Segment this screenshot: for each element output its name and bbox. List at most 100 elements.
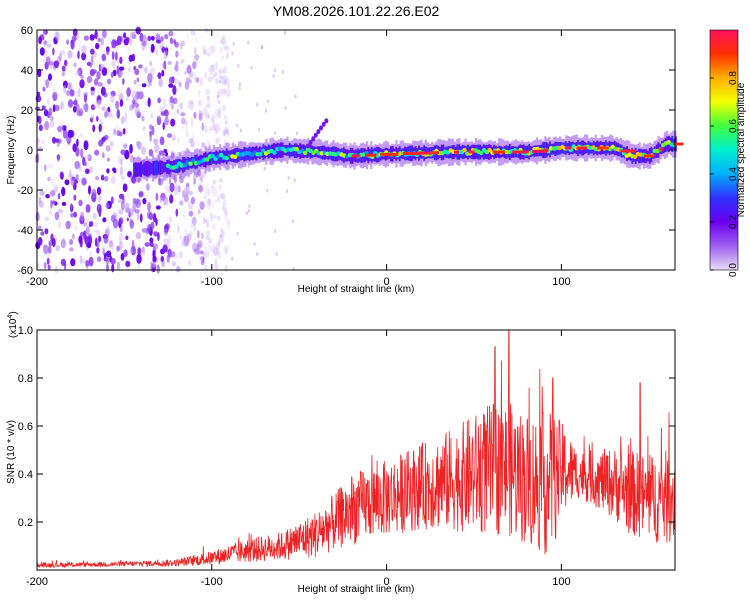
noise-blob [97, 37, 101, 42]
noise-blob [168, 76, 174, 85]
spectrogram-ylabel: Frequency (Hz) [6, 116, 17, 185]
noise-blob [96, 203, 102, 214]
noise-blob [142, 197, 147, 205]
ridge-streak [324, 118, 329, 124]
ridge-core [479, 150, 484, 156]
ridge-band [133, 162, 135, 178]
noise-blob [183, 193, 189, 203]
noise-blob [120, 42, 126, 47]
noise-blob [129, 143, 133, 154]
noise-blob [125, 260, 131, 268]
noise-blob [116, 35, 122, 46]
noise-blob [101, 106, 106, 111]
noise-blob [104, 175, 109, 182]
noise-blob [108, 37, 113, 44]
noise-blob [205, 229, 211, 239]
noise-blob [218, 184, 222, 189]
noise-blob [222, 198, 227, 207]
figure-title: YM08.2026.101.22.26.E02 [273, 3, 440, 19]
noise-blob [204, 49, 207, 55]
noise-blob [184, 185, 190, 195]
noise-speckle [238, 82, 242, 87]
noise-blob [137, 247, 142, 256]
noise-blob [213, 186, 219, 195]
noise-blob [81, 44, 87, 55]
noise-blob [175, 265, 181, 273]
ridge-peak [543, 148, 549, 152]
colorbar-tick-label: 0.8 [728, 71, 739, 85]
noise-blob [136, 77, 140, 82]
noise-blob [185, 32, 190, 38]
noise-blob [155, 205, 161, 210]
noise-blob [96, 95, 102, 105]
noise-blob [79, 79, 85, 89]
noise-blob [205, 104, 211, 108]
noise-blob [177, 185, 181, 193]
noise-blob [73, 211, 77, 218]
noise-blob [54, 104, 60, 112]
noise-blob [134, 102, 140, 108]
noise-blob [93, 78, 99, 86]
noise-blob [113, 168, 117, 174]
noise-blob [188, 190, 193, 196]
noise-blob [61, 71, 65, 77]
noise-blob [105, 202, 110, 210]
noise-blob [208, 237, 213, 244]
ridge-band [164, 162, 167, 173]
noise-blob [45, 78, 50, 89]
noise-blob [216, 215, 221, 221]
noise-blob [126, 217, 129, 222]
noise-blob [86, 242, 92, 249]
noise-blob [186, 132, 190, 139]
noise-blob [47, 97, 50, 106]
noise-blob [147, 202, 151, 212]
noise-blob [219, 39, 224, 45]
noise-blob [197, 99, 202, 105]
noise-blob [182, 190, 185, 198]
noise-blob [47, 245, 52, 254]
ridge-band [140, 161, 142, 177]
noise-blob [110, 257, 116, 265]
noise-blob [60, 101, 64, 111]
noise-blob [153, 231, 158, 237]
noise-blob [85, 168, 90, 174]
noise-blob [190, 30, 196, 36]
noise-blob [222, 68, 226, 74]
noise-speckle [294, 94, 297, 99]
noise-blob [37, 68, 42, 78]
ridge-band [152, 161, 155, 176]
noise-blob [60, 238, 66, 249]
noise-blob [156, 39, 161, 44]
noise-blob [90, 86, 95, 91]
ridge-peak [564, 146, 571, 150]
noise-blob [179, 200, 184, 206]
noise-blob [227, 84, 231, 90]
noise-blob [225, 88, 231, 98]
noise-blob [35, 95, 42, 103]
noise-blob [96, 103, 100, 108]
snr-panel: -200 -100 0 100 0.2 0.4 0.6 0.8 1.0 Height of st… [6, 311, 676, 595]
noise-blob [117, 155, 123, 165]
noise-blob [215, 242, 220, 251]
noise-blob [196, 230, 200, 239]
noise-blob [186, 103, 191, 110]
ridge-band [661, 141, 663, 154]
noise-speckle [247, 208, 251, 213]
noise-blob [121, 201, 125, 211]
noise-blob [129, 155, 135, 163]
noise-speckle [238, 86, 241, 91]
snr-frame [36, 329, 676, 571]
ridge-core [174, 164, 179, 169]
noise-blob [122, 183, 128, 192]
colorbar-tick-label: 0.0 [728, 263, 739, 277]
noise-blob [92, 212, 97, 220]
y-tick-label: -40 [17, 225, 33, 237]
noise-blob [132, 201, 137, 212]
ridge-core [261, 148, 266, 153]
noise-blob [76, 138, 79, 147]
ridge-band [154, 160, 156, 176]
snr-ylabel: SNR (10 * v/v) [6, 420, 17, 484]
noise-blob [42, 57, 47, 64]
noise-blob [180, 102, 183, 110]
noise-blob [79, 132, 83, 138]
